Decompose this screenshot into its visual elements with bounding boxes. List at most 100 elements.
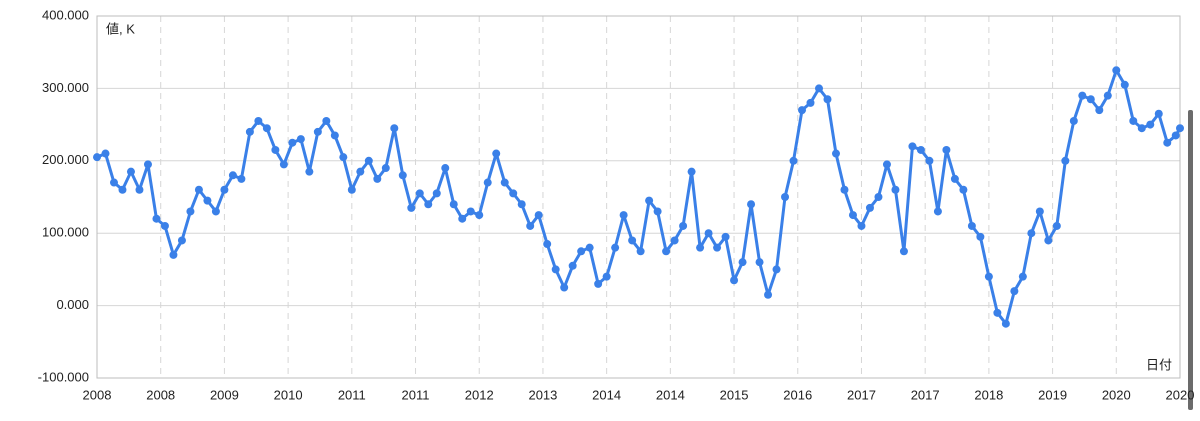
y-tick-label: 0.000 [56, 297, 89, 312]
data-point [322, 116, 331, 125]
data-point [390, 124, 399, 133]
data-point [1001, 319, 1010, 328]
data-point [1129, 116, 1138, 125]
data-point [874, 193, 883, 201]
data-point [1120, 80, 1129, 89]
data-point [1061, 156, 1070, 165]
y-axis-label: 値, K [106, 21, 135, 36]
data-point [364, 156, 373, 165]
data-point [687, 167, 696, 176]
data-point [840, 185, 849, 194]
data-point [764, 290, 773, 299]
data-point [228, 171, 237, 180]
data-point [424, 200, 433, 209]
data-point [636, 247, 645, 256]
data-point [152, 214, 161, 223]
x-tick-label: 2008 [83, 387, 112, 402]
data-point [967, 221, 976, 230]
data-point [1010, 287, 1019, 296]
data-point [925, 156, 934, 165]
data-point [1095, 106, 1104, 115]
x-tick-label: 2009 [210, 387, 239, 402]
data-point [908, 142, 917, 151]
data-point [271, 145, 280, 154]
data-point [1086, 95, 1095, 104]
data-point [483, 178, 492, 187]
y-tick-label: 200.000 [42, 152, 89, 167]
data-point [560, 283, 569, 292]
data-point [1069, 116, 1078, 125]
data-point [815, 84, 823, 93]
data-point [798, 106, 807, 115]
data-point [1027, 229, 1036, 238]
data-point [237, 174, 246, 183]
data-point [1035, 207, 1044, 216]
data-point [662, 247, 671, 256]
data-point [109, 178, 118, 187]
data-point [279, 160, 288, 169]
data-point [169, 250, 178, 259]
x-tick-label: 2014 [656, 387, 685, 402]
data-point [950, 174, 959, 183]
data-point [262, 124, 271, 133]
data-point [713, 243, 722, 252]
data-point [1103, 91, 1112, 100]
x-tick-label: 2017 [911, 387, 940, 402]
data-point [517, 200, 526, 209]
data-point [126, 167, 135, 176]
data-point [628, 236, 637, 245]
data-point [211, 207, 220, 216]
data-point [619, 211, 628, 220]
data-point [432, 189, 441, 198]
data-point [645, 196, 654, 205]
data-point [245, 127, 254, 136]
x-tick-label: 2008 [146, 387, 175, 402]
data-point [831, 149, 840, 158]
data-point [381, 164, 390, 173]
data-point [611, 243, 620, 252]
data-point [747, 200, 756, 209]
data-point [848, 211, 857, 220]
data-point [984, 272, 993, 281]
data-point [1146, 120, 1155, 129]
data-point [755, 258, 764, 267]
series-line [96, 68, 1182, 326]
y-tick-label: -100.000 [38, 369, 89, 384]
data-point [993, 308, 1002, 317]
data-point [899, 247, 908, 256]
x-tick-label: 2019 [1038, 387, 1067, 402]
data-point [407, 203, 416, 212]
data-point [1044, 236, 1053, 245]
data-point [568, 261, 577, 270]
data-point [772, 265, 781, 274]
data-point [670, 236, 679, 245]
data-point [704, 229, 713, 238]
data-point [679, 221, 688, 230]
data-point [789, 156, 798, 165]
data-point [330, 131, 339, 140]
x-tick-label: 2020 [1102, 387, 1131, 402]
x-tick-label: 2015 [720, 387, 749, 402]
data-point [356, 167, 365, 176]
y-tick-label: 100.000 [42, 225, 89, 240]
data-point [781, 193, 790, 201]
x-tick-label: 2018 [974, 387, 1003, 402]
x-tick-label: 2010 [274, 387, 303, 402]
x-tick-label: 2011 [402, 387, 430, 402]
data-point [339, 153, 348, 162]
x-tick-label: 2020 [1166, 387, 1195, 402]
data-point [823, 95, 832, 104]
data-point [933, 207, 942, 216]
data-point [415, 189, 424, 198]
data-point [347, 185, 356, 194]
x-axis-label: 日付 [1146, 357, 1172, 372]
data-point [186, 207, 195, 216]
data-point [254, 116, 263, 125]
data-point [942, 145, 951, 154]
data-point [296, 135, 305, 144]
x-tick-label: 2014 [592, 387, 621, 402]
data-point [398, 171, 407, 180]
data-point [194, 185, 203, 194]
data-point [696, 243, 705, 252]
x-tick-label: 2011 [338, 387, 366, 402]
